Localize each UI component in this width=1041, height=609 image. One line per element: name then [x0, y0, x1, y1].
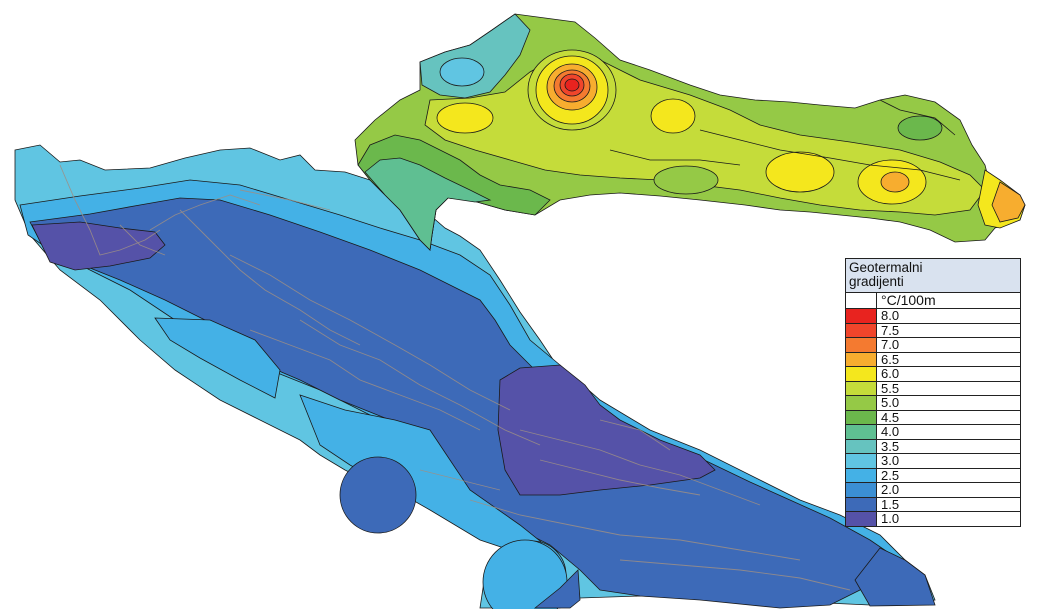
pannonian-zone-6-0-c [765, 151, 835, 193]
coastline-traces [59, 164, 851, 591]
legend-swatch [846, 512, 877, 526]
legend-row: 7.5 [846, 322, 1020, 338]
legend-title-line2: gradijenti [849, 274, 904, 289]
legend-swatch [846, 425, 877, 439]
pannonian-zone-6-5-east [991, 181, 1026, 223]
legend-row: 3.0 [846, 454, 1020, 469]
legend-value: 3.5 [881, 438, 900, 454]
pannonian-zone-5-0-pocket-a [653, 165, 719, 195]
pannonian-zone-6-0-a [436, 102, 494, 134]
gradient-zone-1-0-se [497, 364, 716, 496]
legend-swatch [846, 439, 877, 453]
legend-value: 2.0 [881, 482, 900, 497]
island-circle-1 [339, 456, 417, 534]
legend-row: 7.0 [846, 338, 1020, 353]
legend-swatch [846, 323, 877, 337]
legend-swatch [846, 381, 877, 395]
legend-value: 7.5 [881, 322, 900, 338]
legend-swatch [846, 454, 877, 468]
legend-row: 1.0 [846, 512, 1020, 526]
legend-swatch [846, 468, 877, 482]
pannonian-zone-6-0-b [650, 98, 696, 134]
legend-rows: 8.0 7.5 7.0 6.5 6.0 5.5 5.0 4.5 4.0 3.5 3.0 2.5 2.0 1… [846, 309, 1020, 526]
legend-swatch [846, 338, 877, 352]
legend-row: 4.5 [846, 409, 1020, 425]
island-circle-3-dark [533, 569, 581, 609]
legend-value: 3.0 [881, 453, 900, 468]
legend-row: 4.0 [846, 425, 1020, 440]
legend-row: 5.0 [846, 396, 1020, 411]
pannonian-zone-5-0-pocket-b [897, 115, 943, 141]
dinaric-region [14, 144, 936, 609]
legend-row: 6.0 [846, 367, 1020, 382]
legend-value: 5.5 [881, 380, 900, 396]
legend-swatch [846, 367, 877, 381]
legend-row: 3.5 [846, 438, 1020, 454]
legend-row: 2.5 [846, 467, 1020, 483]
pannonian-zone-4-0 [364, 157, 492, 251]
pannonian-region [354, 13, 1026, 251]
pannonian-zone-3-0-nw [439, 57, 485, 87]
legend-value: 8.0 [881, 308, 900, 323]
legend-unit: °C/100m [881, 292, 936, 308]
legend-value: 1.0 [881, 511, 900, 526]
gradient-zone-1-0-nw [31, 221, 166, 271]
legend-title-line1: Geotermalni [849, 260, 923, 275]
legend-value: 4.5 [881, 409, 900, 425]
legend-value: 6.0 [881, 366, 900, 381]
gradient-zone-2-0-inner [154, 317, 281, 399]
legend-row: 8.0 [846, 309, 1020, 324]
legend-row: 6.5 [846, 351, 1020, 367]
legend-row: 5.5 [846, 380, 1020, 396]
legend-value: 7.0 [881, 337, 900, 352]
legend-value: 5.0 [881, 395, 900, 410]
legend-value: 4.0 [881, 424, 900, 439]
legend-row: 1.5 [846, 496, 1020, 512]
legend-swatch [846, 410, 877, 424]
legend-title: Geotermalni gradijenti [846, 259, 1020, 293]
legend-value: 2.5 [881, 467, 900, 483]
legend-swatch [846, 352, 877, 366]
pannonian-contours [609, 99, 961, 181]
pannonian-zone-6-5-d [880, 171, 910, 193]
legend-swatch [846, 483, 877, 497]
map-legend: Geotermalni gradijenti °C/100m 8.0 7.5 7.0… [845, 258, 1021, 527]
legend-swatch [846, 497, 877, 511]
legend-swatch [846, 396, 877, 410]
legend-value: 1.5 [881, 496, 900, 512]
legend-unit-row: °C/100m [846, 293, 1020, 309]
hotspot-8-0 [564, 78, 580, 92]
dubrovnik-tip [854, 547, 936, 607]
legend-swatch [846, 309, 877, 323]
legend-row: 2.0 [846, 483, 1020, 498]
legend-value: 6.5 [881, 351, 900, 367]
